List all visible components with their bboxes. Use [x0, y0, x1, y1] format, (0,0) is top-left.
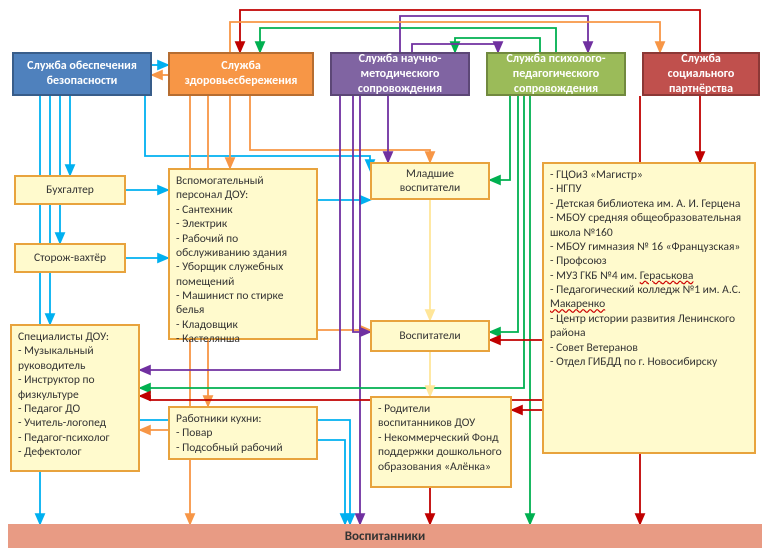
service-security: Служба обеспечения безопасности: [12, 52, 152, 96]
box-accountant-text: Бухгалтер: [46, 183, 94, 197]
pupils-bar: Воспитанники: [8, 524, 762, 548]
box-aux_staff-text: Вспомогательный персонал ДОУ: - Сантехни…: [176, 174, 287, 346]
box-aux_staff: Вспомогательный персонал ДОУ: - Сантехни…: [168, 168, 318, 340]
service-method: Служба научно-методического сопровождени…: [330, 52, 470, 96]
box-junior_ed-text: Младшие воспитатели: [378, 167, 482, 196]
box-kitchen-text: Работники кухни: - Повар - Подсобный раб…: [176, 412, 283, 455]
box-junior_ed: Младшие воспитатели: [370, 162, 490, 200]
service-social: Служба социального партнёрства: [642, 52, 760, 96]
box-accountant: Бухгалтер: [14, 175, 126, 205]
box-watchman-text: Сторож-вахтёр: [34, 251, 106, 265]
box-educators: Воспитатели: [370, 320, 490, 352]
box-kitchen: Работники кухни: - Повар - Подсобный раб…: [168, 406, 318, 460]
box-parents: - Родители воспитанников ДОУ - Некоммерч…: [370, 396, 512, 488]
box-educators-text: Воспитатели: [399, 329, 460, 343]
box-specialists-text: Специалисты ДОУ: - Музыкальный руководит…: [18, 330, 110, 459]
service-health: Служба здоровьесбережения: [168, 52, 314, 96]
box-partners: - ГЦОиЗ «Магистр»- НГПУ- Детская библиот…: [542, 162, 756, 454]
service-psych: Служба психолого-педагогического сопрово…: [486, 52, 626, 96]
box-parents-text: - Родители воспитанников ДОУ - Некоммерч…: [378, 402, 502, 474]
box-specialists: Специалисты ДОУ: - Музыкальный руководит…: [10, 324, 140, 472]
box-watchman: Сторож-вахтёр: [14, 243, 126, 273]
